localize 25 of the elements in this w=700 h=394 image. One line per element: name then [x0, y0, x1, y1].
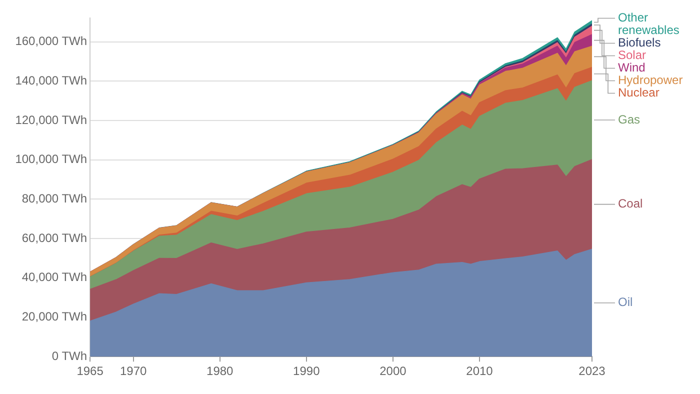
x-tick-label: 1980	[206, 364, 234, 378]
y-tick-label: 0 TWh	[52, 348, 88, 363]
text: Other renewables	[618, 10, 680, 38]
y-tick-label: 100,000 TWh	[15, 152, 88, 166]
text: Wind	[618, 60, 646, 75]
y-tick-label: 160,000 TWh	[15, 34, 88, 48]
text: Hydropower	[618, 73, 683, 88]
x-tick-label: 2023	[578, 364, 606, 378]
x-tick-label: 1990	[293, 364, 320, 378]
text: Coal	[618, 196, 643, 211]
y-tick-label: 40,000 TWh	[22, 270, 88, 284]
y-tick-label: 20,000 TWh	[22, 310, 88, 324]
text: Solar	[618, 48, 646, 62]
y-tick-label: 80,000 TWh	[22, 192, 88, 206]
y-tick-label: 60,000 TWh	[22, 230, 88, 245]
x-tick-label: 1965	[76, 364, 104, 378]
x-tick-label: 2000	[380, 364, 407, 378]
x-tick-label: 1970	[120, 364, 147, 378]
text: Oil	[618, 295, 633, 310]
text: Nuclear	[618, 86, 660, 100]
x-tick-label: 2010	[466, 364, 494, 378]
text: Gas	[618, 112, 640, 126]
text: Biofuels	[618, 36, 661, 50]
y-tick-label: 140,000 TWh	[15, 73, 88, 88]
y-tick-label: 120,000 TWh	[15, 112, 88, 127]
